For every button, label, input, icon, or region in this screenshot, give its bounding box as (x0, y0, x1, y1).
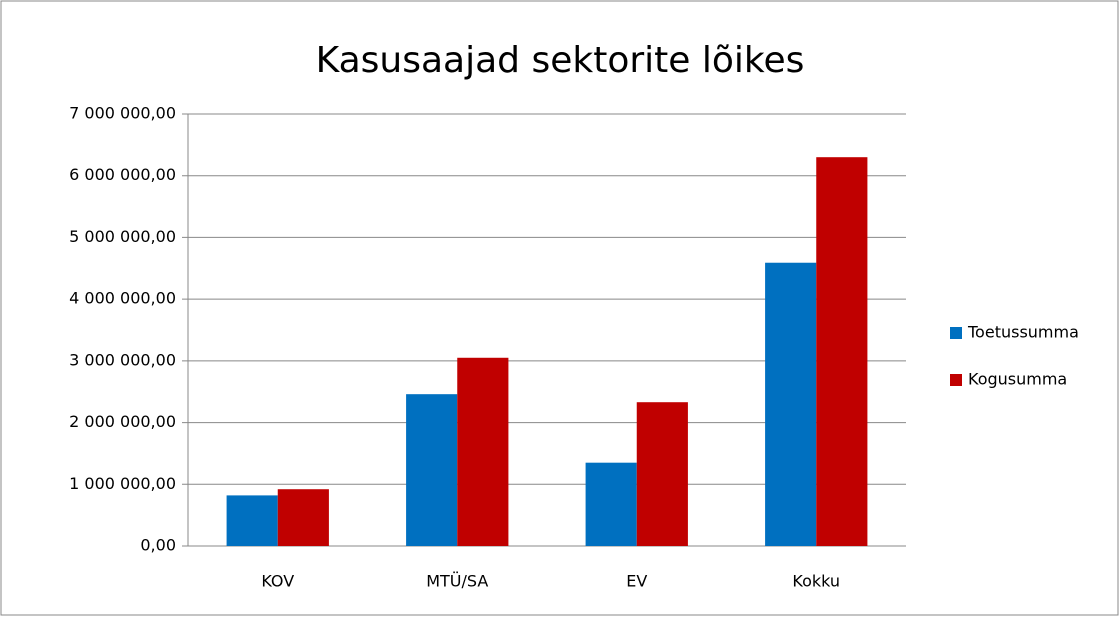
y-tick-label: 0,00 (140, 536, 176, 555)
legend-swatch (950, 374, 962, 386)
y-tick-label: 4 000 000,00 (69, 289, 176, 308)
y-tick-label: 2 000 000,00 (69, 412, 176, 431)
legend-label: Kogusumma (968, 370, 1067, 389)
y-tick-label: 7 000 000,00 (69, 104, 176, 123)
chart-title: Kasusaajad sektorite lõikes (316, 40, 805, 81)
bar (406, 394, 458, 546)
bar (457, 357, 509, 546)
bar (585, 462, 637, 546)
y-tick-label: 3 000 000,00 (69, 350, 176, 369)
x-tick-label: Kokku (792, 572, 840, 591)
bar (765, 262, 817, 546)
bar (277, 489, 329, 546)
y-tick-label: 1 000 000,00 (69, 474, 176, 493)
bar (816, 157, 868, 546)
x-tick-label: EV (626, 572, 647, 591)
x-tick-label: KOV (261, 572, 294, 591)
bar (636, 402, 688, 546)
x-tick-label: MTÜ/SA (426, 572, 488, 591)
bar (226, 495, 278, 546)
legend-swatch (950, 327, 962, 339)
y-tick-label: 5 000 000,00 (69, 227, 176, 246)
legend-label: Toetussumma (967, 323, 1079, 342)
y-tick-label: 6 000 000,00 (69, 165, 176, 184)
